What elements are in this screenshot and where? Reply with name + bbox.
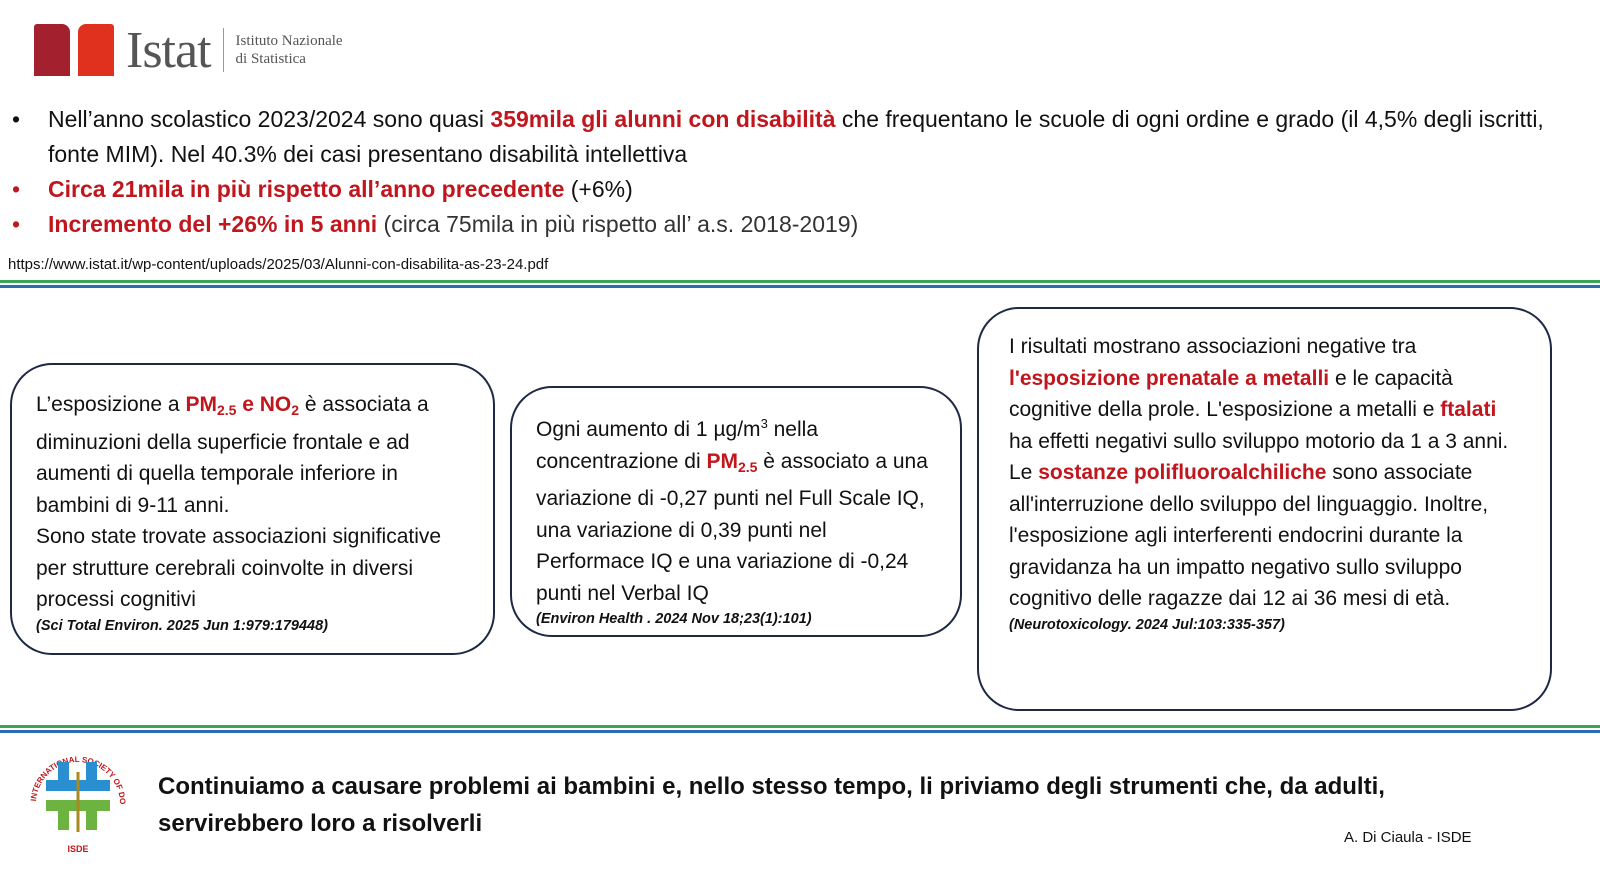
citation: (Neurotoxicology. 2024 Jul:103:335-357) (1009, 616, 1285, 633)
divider-green-bottom (0, 725, 1600, 728)
bullet-highlight: Incremento del +26% in 5 anni (48, 211, 378, 237)
author-credit: A. Di Ciaula - ISDE (1344, 829, 1472, 846)
bullet-text: (circa 75mila in più rispetto all’ a.s. … (377, 211, 859, 237)
bullet-text: che frequentano le scuole di ogni ordine… (48, 106, 1544, 167)
divider-blue-top (0, 285, 1600, 288)
svg-text:INTERNATIONAL SOCIETY OF DOCTO: INTERNATIONAL SOCIETY OF DOCTORS FOR ENV… (22, 742, 127, 805)
istat-wordmark: Istat (126, 21, 212, 79)
box-text: Ogni aumento di 1 µg/m3 nella concentraz… (536, 416, 928, 605)
bullet-text: (+6%) (564, 176, 633, 202)
bullet-item: • Circa 21mila in più rispetto all’anno p… (12, 176, 633, 202)
divider-green-top (0, 280, 1600, 283)
citation: (Sci Total Environ. 2025 Jun 1:979:17944… (36, 617, 329, 634)
bullet-highlight: Circa 21mila in più rispetto all’anno pr… (48, 176, 565, 202)
citation: (Environ Health . 2024 Nov 18;23(1):101) (536, 611, 812, 627)
istat-logo: Istat Istituto Nazionale di Statistica (34, 21, 343, 79)
box-text: I risultati mostrano associazioni negati… (1009, 335, 1509, 610)
istat-subtitle: Istituto Nazionale di Statistica (236, 32, 343, 68)
istat-logo-block-dark (34, 24, 70, 76)
box-text: Sono state trovate associazioni signific… (36, 525, 442, 611)
istat-logo-block-red (78, 24, 114, 76)
isde-logo: INTERNATIONAL SOCIETY OF DOCTORS FOR ENV… (22, 742, 127, 854)
box-text: L’esposizione a PM2.5 e NO2 è associata … (36, 393, 429, 517)
source-link[interactable]: https://www.istat.it/wp-content/uploads/… (8, 256, 549, 273)
footer-message: Continuiamo a causare problemi ai bambin… (158, 773, 1385, 837)
divider-blue-bottom (0, 730, 1600, 733)
svg-text:ISDE: ISDE (67, 844, 88, 854)
logo-divider (222, 28, 224, 72)
bullet-highlight: 359mila gli alunni con disabilità (490, 106, 836, 132)
study-box-pm25-brain: L’esposizione a PM2.5 e NO2 è associata … (10, 363, 495, 655)
bullet-item: • Nell’anno scolastico 2023/2024 sono qua… (12, 106, 1544, 167)
study-box-pm25-iq: Ogni aumento di 1 µg/m3 nella concentraz… (510, 386, 962, 637)
istat-subtitle-line1: Istituto Nazionale (235, 33, 343, 49)
bullet-text: Nell’anno scolastico 2023/2024 sono quas… (48, 106, 491, 132)
bullet-list: • Nell’anno scolastico 2023/2024 sono qua… (12, 102, 1582, 242)
study-box-prenatal-metals: I risultati mostrano associazioni negati… (977, 307, 1552, 711)
bullet-item: • Incremento del +26% in 5 anni (circa 75… (12, 211, 859, 237)
istat-subtitle-line2: di Statistica (235, 51, 306, 67)
